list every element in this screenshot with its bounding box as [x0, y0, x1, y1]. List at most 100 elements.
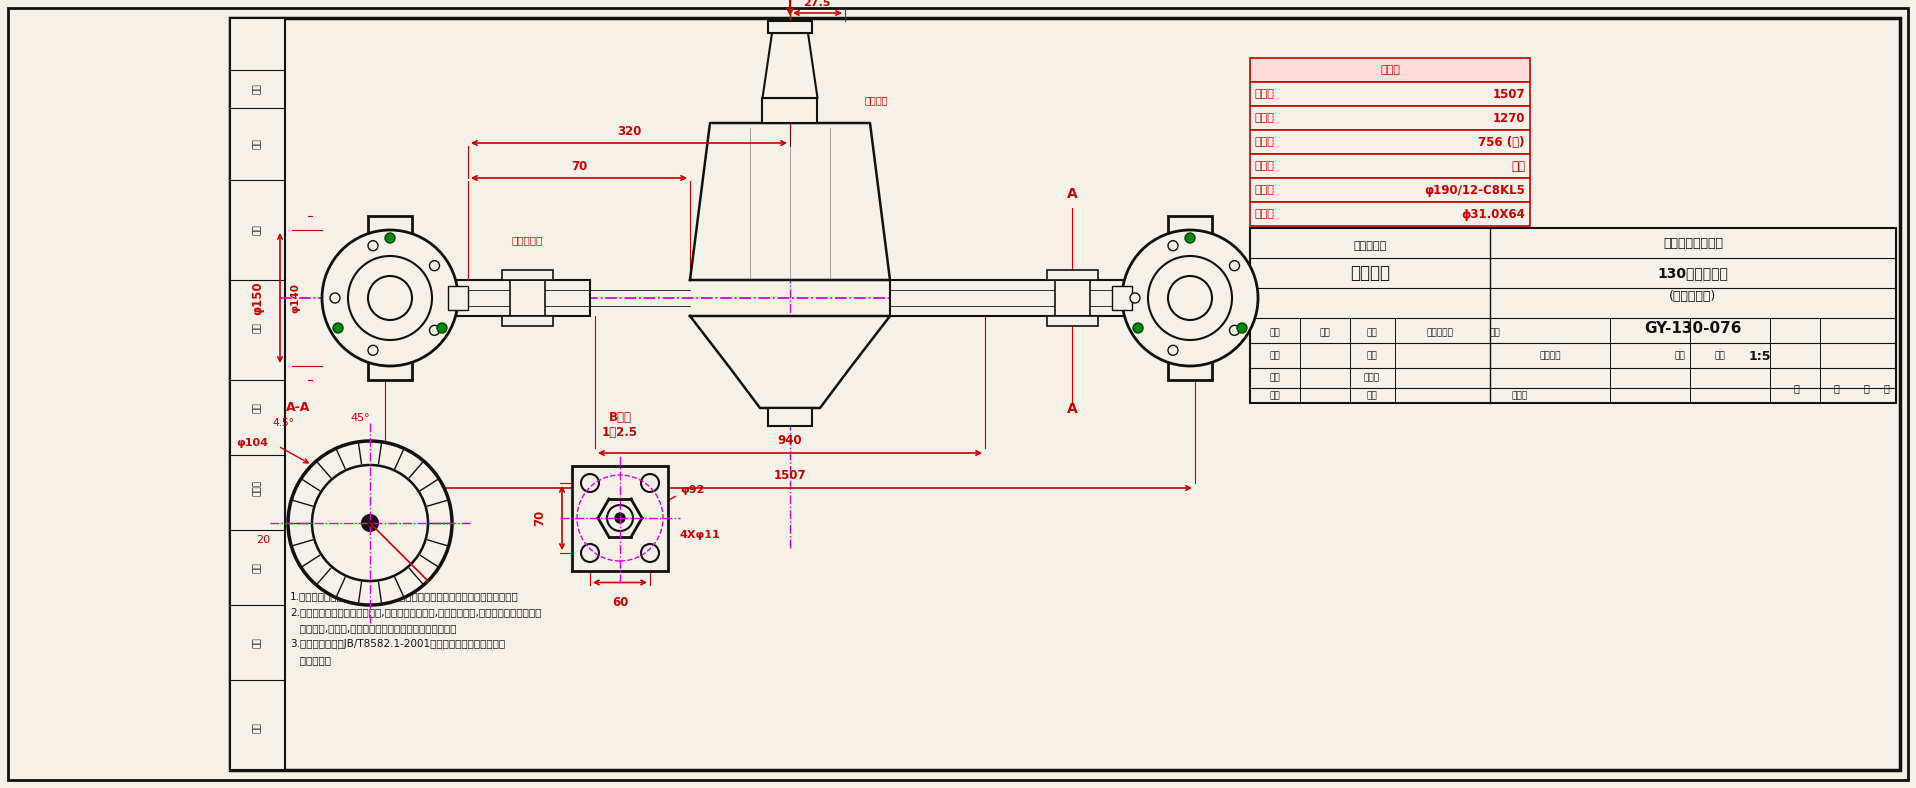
Text: 核准: 核准	[253, 723, 261, 734]
Text: 处数: 处数	[253, 139, 261, 150]
Bar	[1249, 228, 1897, 403]
Circle shape	[287, 441, 452, 605]
Circle shape	[1238, 323, 1247, 333]
Text: 世英公司: 世英公司	[1351, 264, 1389, 282]
Circle shape	[333, 323, 343, 333]
Text: 60: 60	[611, 597, 628, 609]
Text: 制图: 制图	[253, 563, 261, 574]
Text: 320: 320	[617, 125, 642, 138]
Bar	[768, 408, 812, 426]
Text: 标记: 标记	[253, 84, 261, 95]
Circle shape	[385, 233, 395, 243]
Text: 1:5: 1:5	[1749, 350, 1770, 362]
Circle shape	[1184, 233, 1196, 243]
Text: 1.各配合表面件、毛坏、铸件、锻件及其他不得有裂纹、折叠、毛刺等有害缺陷。: 1.各配合表面件、毛坏、铸件、锻件及其他不得有裂纹、折叠、毛刺等有害缺陷。	[289, 591, 519, 601]
Circle shape	[368, 240, 377, 251]
Bar	[502, 316, 554, 326]
Text: 张: 张	[1834, 383, 1839, 393]
Text: ϕ31.0X64: ϕ31.0X64	[1462, 207, 1525, 221]
Text: 批准: 批准	[1366, 392, 1378, 400]
Text: 校对: 校对	[1270, 392, 1280, 400]
Bar	[1249, 130, 1531, 154]
Text: 文件号: 文件号	[253, 480, 261, 496]
Text: A-A: A-A	[285, 401, 310, 414]
Circle shape	[1230, 261, 1240, 270]
Text: 钢板弹簧座: 钢板弹簧座	[512, 235, 542, 245]
Text: 图样标记: 图样标记	[1539, 351, 1562, 360]
Text: 第: 第	[1862, 383, 1868, 393]
Text: 拧紧螺栍,拧紧后,各接触面应无泄漏及其他不正常情况。: 拧紧螺栍,拧紧后,各接触面应无泄漏及其他不正常情况。	[289, 623, 456, 633]
Text: 1：2.5: 1：2.5	[602, 426, 638, 438]
Polygon shape	[763, 33, 818, 98]
Circle shape	[312, 465, 427, 581]
Text: 更改文件号: 更改文件号	[1427, 329, 1454, 337]
Text: 756 (负): 756 (负)	[1479, 136, 1525, 148]
Text: 气制: 气制	[1512, 159, 1525, 173]
Text: 1507: 1507	[1493, 87, 1525, 101]
Text: 工艺: 工艺	[1366, 351, 1378, 360]
Text: 4Xφ11: 4Xφ11	[680, 530, 720, 540]
Text: B剔面: B剔面	[609, 411, 632, 423]
Bar	[1046, 270, 1098, 280]
Circle shape	[322, 230, 458, 366]
Text: 3.未注标注质量按JB/T8582.1-2001《卖用运输车系列部件》的: 3.未注标注质量按JB/T8582.1-2001《卖用运输车系列部件》的	[289, 639, 506, 649]
Circle shape	[429, 261, 439, 270]
Text: 轴承号: 轴承号	[1255, 185, 1274, 195]
Text: 光杆中液: 光杆中液	[864, 95, 889, 105]
Circle shape	[1123, 230, 1259, 366]
Text: 张: 张	[1883, 383, 1889, 393]
Text: 制动器: 制动器	[1255, 161, 1274, 171]
Circle shape	[1132, 323, 1144, 333]
Circle shape	[368, 276, 412, 320]
Text: 共: 共	[1793, 383, 1799, 393]
Bar	[1249, 202, 1531, 226]
Circle shape	[642, 544, 659, 562]
Bar	[412, 282, 452, 314]
Text: 年月日: 年月日	[1512, 392, 1529, 400]
Circle shape	[368, 345, 377, 355]
Text: 2.各配合零件装配前须清洗干净,避免、生锈、划痕,降低使用寿命,装配前须涂润滑油脂。: 2.各配合零件装配前须清洗干净,避免、生锈、划痕,降低使用寿命,装配前须涂润滑油…	[289, 607, 542, 617]
Bar	[1249, 154, 1531, 178]
Text: 1270: 1270	[1493, 111, 1525, 125]
Bar	[450, 280, 590, 316]
Circle shape	[642, 474, 659, 492]
Text: 70: 70	[533, 510, 546, 526]
Text: 标准化: 标准化	[1364, 374, 1380, 382]
Text: 制图: 制图	[1270, 374, 1280, 382]
Circle shape	[1230, 325, 1240, 336]
Text: 27.5: 27.5	[803, 0, 832, 8]
Text: φ92: φ92	[680, 485, 705, 495]
Bar	[1056, 280, 1090, 316]
Text: A: A	[1067, 402, 1077, 416]
Bar	[1169, 216, 1213, 380]
Text: 45°: 45°	[351, 413, 370, 423]
Circle shape	[1148, 256, 1232, 340]
Bar	[368, 216, 412, 380]
Text: 70: 70	[571, 160, 586, 173]
Text: 签名: 签名	[253, 403, 261, 414]
Text: 4.5°: 4.5°	[272, 418, 293, 428]
Circle shape	[1169, 276, 1213, 320]
Polygon shape	[690, 123, 891, 280]
Circle shape	[437, 323, 446, 333]
Text: 轮距距: 轮距距	[1255, 113, 1274, 123]
Text: 1507: 1507	[774, 469, 807, 482]
Text: 审查: 审查	[253, 637, 261, 649]
Text: 弦长度: 弦长度	[1255, 137, 1274, 147]
Text: 20: 20	[257, 535, 270, 545]
Bar	[1249, 178, 1531, 202]
Text: 广德机械有限公司: 广德机械有限公司	[1663, 236, 1722, 250]
Text: 标记: 标记	[1270, 329, 1280, 337]
Text: 设计: 设计	[1270, 351, 1280, 360]
Circle shape	[615, 513, 625, 523]
Text: 有关规定。: 有关规定。	[289, 655, 331, 665]
Bar	[1249, 106, 1531, 130]
Text: 技术要求: 技术要求	[335, 573, 366, 586]
Text: GY-130-076: GY-130-076	[1644, 321, 1742, 336]
Text: 低速山: 低速山	[1380, 65, 1401, 75]
Bar	[1249, 58, 1531, 82]
Text: 质量: 质量	[1675, 351, 1686, 360]
Text: 比例: 比例	[1715, 351, 1726, 360]
Text: 分区: 分区	[253, 225, 261, 236]
Bar	[1046, 316, 1098, 326]
